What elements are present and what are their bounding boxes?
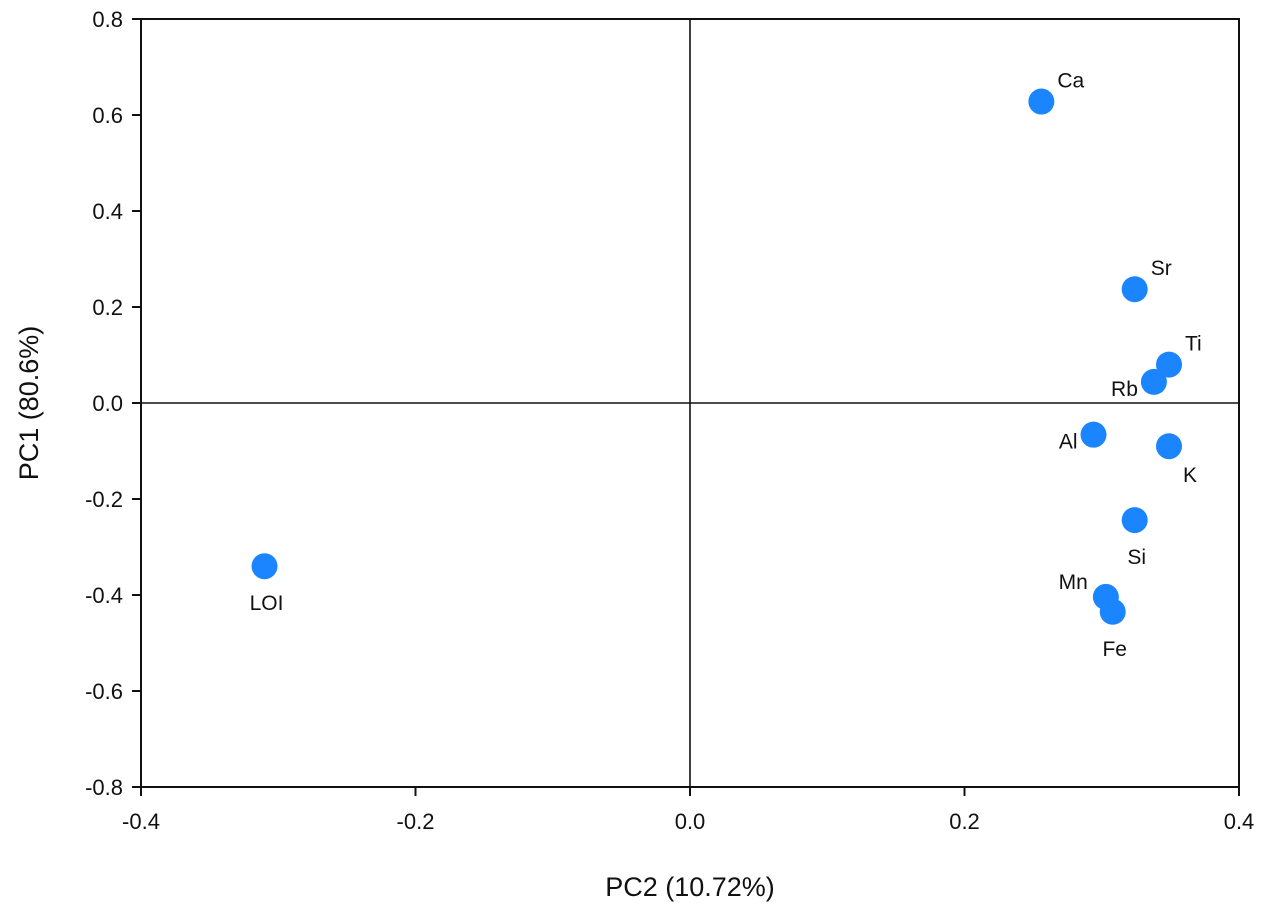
x-tick-label: -0.4 <box>122 809 160 834</box>
data-point-fe <box>1099 598 1126 625</box>
data-point-al <box>1080 421 1107 448</box>
y-tick-label: 0.2 <box>92 295 123 320</box>
x-ticks: -0.4 -0.2 0.0 0.2 0.4 <box>122 787 1254 834</box>
x-tick-label: 0.2 <box>949 809 980 834</box>
data-point-loi <box>251 553 278 580</box>
data-points: Ca Sr Ti Rb Al K Si Mn Fe LOI <box>250 70 1202 661</box>
y-axis-title: PC1 (80.6%) <box>14 326 44 481</box>
point-label-si: Si <box>1127 546 1146 569</box>
data-point-ti <box>1156 351 1183 378</box>
data-point-k <box>1156 433 1183 460</box>
data-point-si <box>1121 507 1148 534</box>
y-tick-label: -0.4 <box>85 583 123 608</box>
y-tick-label: -0.8 <box>85 775 123 800</box>
point-label-ca: Ca <box>1057 70 1084 93</box>
x-tick-label: 0.4 <box>1224 809 1255 834</box>
point-label-fe: Fe <box>1102 638 1127 661</box>
y-tick-label: 0.4 <box>92 199 123 224</box>
point-label-al: Al <box>1059 431 1078 454</box>
y-tick-label: 0.6 <box>92 103 123 128</box>
y-ticks: 0.8 0.6 0.4 0.2 0.0 -0.2 -0.4 -0.6 -0.8 <box>85 7 141 800</box>
x-tick-label: -0.2 <box>397 809 435 834</box>
point-label-ti: Ti <box>1185 333 1202 356</box>
zero-lines <box>141 19 1239 787</box>
data-point-ca <box>1028 88 1055 115</box>
y-tick-label: -0.6 <box>85 679 123 704</box>
data-point-sr <box>1121 276 1148 303</box>
y-tick-label: -0.2 <box>85 487 123 512</box>
point-label-loi: LOI <box>250 592 284 615</box>
point-label-rb: Rb <box>1111 378 1138 401</box>
y-tick-label: 0.8 <box>92 7 123 32</box>
point-label-mn: Mn <box>1059 571 1088 594</box>
data-point-rb <box>1140 368 1167 395</box>
point-label-sr: Sr <box>1151 257 1172 280</box>
x-tick-label: 0.0 <box>675 809 706 834</box>
y-tick-label: 0.0 <box>92 391 123 416</box>
point-label-k: K <box>1183 464 1197 487</box>
x-axis-title: PC2 (10.72%) <box>605 872 775 902</box>
